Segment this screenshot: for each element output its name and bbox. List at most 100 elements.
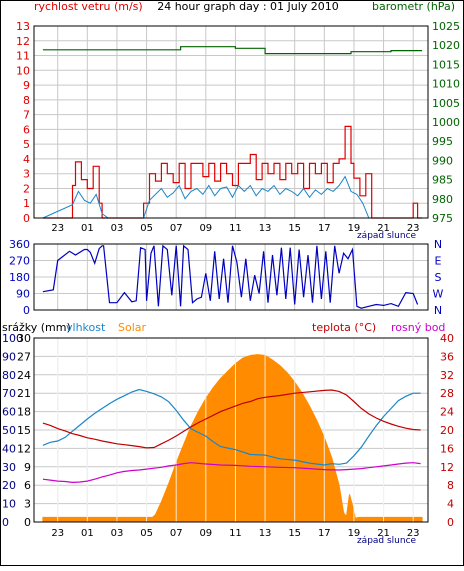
rain-ytick-2: 20 — [2, 479, 16, 492]
humidity-axis-label: vlhkost — [66, 321, 106, 334]
dir-compass-1: W — [433, 288, 444, 301]
baro-ytick-8: 1015 — [432, 58, 460, 71]
chart-title: 24 hour graph day : 01 July 2010 — [157, 0, 339, 13]
temperature-axis-label: teplota (°C) — [312, 321, 376, 334]
wind-ytick-4: 4 — [23, 153, 30, 166]
rain-ytick-3: 30 — [2, 461, 16, 474]
baro-ytick-6: 1005 — [432, 97, 460, 110]
dewpoint-axis-label: rosný bod — [391, 321, 445, 334]
rain-axis-label: srážky (mm) — [2, 321, 71, 334]
env-xtick-4: 07 — [170, 528, 183, 539]
wind-axis-label: rychlost vetru (m/s) — [34, 0, 143, 13]
rain-ytick-6: 60 — [2, 406, 16, 419]
wind-plot-frame — [33, 25, 429, 219]
temperature-ytick-7: 28 — [440, 387, 454, 400]
rain-ytick-10: 100 — [2, 332, 23, 345]
humidity-ytick-9: 27 — [17, 350, 31, 363]
wind-xtick-4: 07 — [170, 223, 183, 234]
env-xtick-1: 01 — [81, 528, 94, 539]
dewpoint-line — [42, 462, 421, 484]
humidity-ytick-10: 30 — [17, 332, 31, 345]
baro-ytick-0: 975 — [432, 212, 453, 225]
temperature-ytick-9: 36 — [440, 350, 454, 363]
env-xtick-10: 19 — [348, 528, 361, 539]
environment-plot-frame — [33, 337, 429, 523]
wind-xtick-9: 17 — [318, 223, 331, 234]
rain-ytick-9: 90 — [2, 350, 16, 363]
temperature-ytick-8: 32 — [440, 369, 454, 382]
barometer-axis-label: barometr (hPa) — [372, 0, 455, 13]
baro-ytick-5: 1000 — [432, 116, 460, 129]
humidity-ytick-8: 24 — [17, 369, 31, 382]
wind-xtick-1: 01 — [81, 223, 94, 234]
env-sunset-label: západ slunce — [357, 536, 417, 546]
temperature-ytick-4: 16 — [440, 442, 454, 455]
humidity-ytick-6: 18 — [17, 406, 31, 419]
wind-ytick-3: 3 — [23, 168, 30, 181]
wind-xtick-0: 23 — [51, 223, 64, 234]
wind-xtick-2: 03 — [111, 223, 124, 234]
rain-ytick-4: 40 — [2, 442, 16, 455]
wind-xtick-3: 05 — [140, 223, 153, 234]
env-xtick-0: 23 — [51, 528, 64, 539]
chart-layer: 0123456789101112139759809859909951000100… — [2, 20, 460, 546]
temperature-line — [42, 389, 421, 449]
env-xtick-11: 21 — [377, 528, 390, 539]
baro-ytick-9: 1020 — [432, 39, 460, 52]
wind-ytick-8: 8 — [23, 94, 30, 107]
env-xtick-2: 03 — [111, 528, 124, 539]
temperature-ytick-2: 8 — [447, 479, 454, 492]
wind-ytick-0: 0 — [23, 212, 30, 225]
dir-ytick-2: 180 — [9, 271, 30, 284]
dir-ytick-4: 360 — [9, 238, 30, 251]
rain-ytick-5: 50 — [2, 424, 16, 437]
humidity-line — [42, 388, 421, 466]
env-xtick-6: 11 — [229, 528, 242, 539]
dir-ytick-3: 270 — [9, 255, 30, 268]
wind-xtick-5: 09 — [199, 223, 212, 234]
wind-sunset-label: západ slunce — [357, 231, 417, 241]
env-xtick-8: 15 — [288, 528, 301, 539]
env-xtick-3: 05 — [140, 528, 153, 539]
temperature-ytick-3: 12 — [440, 461, 454, 474]
direction-plot-frame — [33, 243, 429, 311]
wind-ytick-5: 5 — [23, 138, 30, 151]
humidity-ytick-4: 12 — [17, 442, 31, 455]
solar-axis-label: Solar — [118, 321, 147, 334]
temperature-ytick-10: 40 — [440, 332, 454, 345]
temperature-ytick-5: 20 — [440, 424, 454, 437]
env-xtick-5: 09 — [199, 528, 212, 539]
wind-ytick-2: 2 — [23, 182, 30, 195]
baro-ytick-10: 1025 — [432, 20, 460, 33]
temperature-ytick-0: 0 — [447, 516, 454, 529]
wind-xtick-10: 19 — [348, 223, 361, 234]
rain-ytick-1: 10 — [2, 498, 16, 511]
humidity-ytick-2: 6 — [24, 479, 31, 492]
rain-ytick-7: 70 — [2, 387, 16, 400]
humidity-ytick-7: 21 — [17, 387, 31, 400]
rain-ytick-8: 80 — [2, 369, 16, 382]
humidity-ytick-5: 15 — [17, 424, 31, 437]
humidity-ytick-0: 0 — [24, 516, 31, 529]
wind-ytick-11: 11 — [16, 50, 30, 63]
humidity-ytick-1: 3 — [24, 498, 31, 511]
wind-xtick-12: 23 — [407, 223, 420, 234]
baro-ytick-3: 990 — [432, 154, 453, 167]
dir-compass-2: S — [435, 271, 442, 284]
baro-ytick-1: 980 — [432, 193, 453, 206]
wind-ytick-13: 13 — [16, 20, 30, 33]
wind-xtick-6: 11 — [229, 223, 242, 234]
dir-ytick-1: 90 — [16, 288, 30, 301]
baro-ytick-7: 1010 — [432, 78, 460, 91]
baro-ytick-2: 985 — [432, 174, 453, 187]
env-xtick-9: 17 — [318, 528, 331, 539]
wind-ytick-12: 12 — [16, 35, 30, 48]
solar-area — [42, 354, 423, 523]
dir-compass-4: N — [434, 238, 442, 251]
wind-xtick-8: 15 — [288, 223, 301, 234]
wind-ytick-9: 9 — [23, 79, 30, 92]
env-xtick-12: 23 — [407, 528, 420, 539]
wind-ytick-1: 1 — [23, 197, 30, 210]
